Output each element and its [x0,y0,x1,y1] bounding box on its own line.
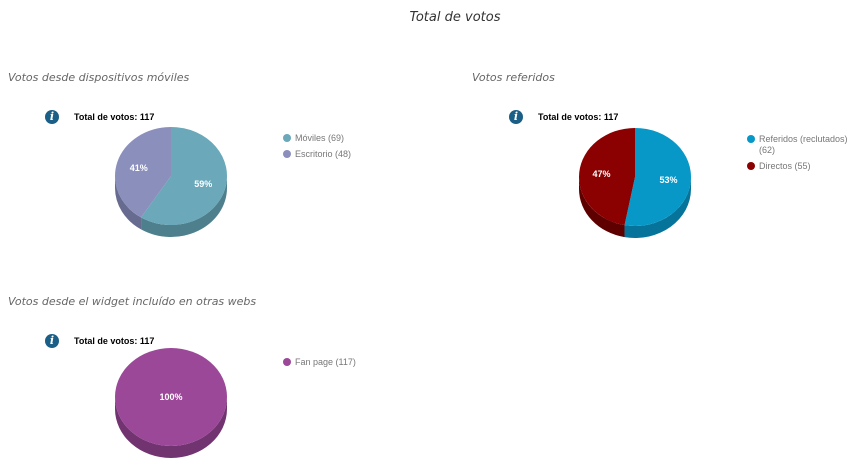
pie-slice-label: 59% [194,179,212,189]
legend-label: Móviles (69) [295,133,345,143]
pie-slice-label: 41% [130,163,148,173]
chart-referidos-pie: 53% 47% [579,128,691,238]
chart-mobile-pie: 59% 41% [115,127,228,237]
pie-slice[interactable] [141,127,228,225]
pie-slice-side [141,176,227,237]
legend-label: Referidos (reclutados) (62) [759,134,848,155]
chart-widget-total: Total de votos: 117 [74,336,155,346]
chart-mobile-title: Votos desde dispositivos móviles [8,71,190,84]
pie-slice[interactable] [115,348,227,446]
chart-referidos-legend: Referidos (reclutados) (62) Directos (55… [747,134,855,177]
pie-slice[interactable] [624,128,691,226]
legend-item[interactable]: Referidos (reclutados) (62) [747,134,855,156]
legend-label: Directos (55) [759,161,811,171]
info-icon[interactable]: i [45,334,59,348]
legend-marker [283,358,291,366]
legend-marker [283,150,291,158]
info-icon[interactable]: i [509,110,523,124]
pie-slice-side [115,397,227,458]
legend-marker [283,134,291,142]
chart-mobile-legend: Móviles (69) Escritorio (48) [283,133,351,165]
chart-referidos-title: Votos referidos [472,71,555,84]
pie-slice-label: 47% [593,169,611,179]
page-title: Total de votos [409,10,501,25]
pie-slice[interactable] [579,128,635,226]
legend-marker [747,135,755,143]
legend-item[interactable]: Directos (55) [747,161,855,172]
legend-item[interactable]: Móviles (69) [283,133,351,144]
legend-marker [747,162,755,170]
chart-widget-pie: 100% [115,348,227,458]
legend-item[interactable]: Fan page (117) [283,357,356,368]
chart-referidos-total: Total de votos: 117 [538,112,619,122]
chart-widget-title: Votos desde el widget incluído en otras … [8,295,257,308]
legend-label: Escritorio (48) [295,149,352,159]
legend-label: Fan page (117) [295,357,356,367]
pie-slice[interactable] [115,127,171,218]
pie-slice-side [115,176,142,230]
pie-slice-label: 53% [659,175,677,185]
pie-slice-label: 100% [159,392,182,402]
chart-widget-legend: Fan page (117) [283,357,356,373]
chart-mobile-total: Total de votos: 117 [74,112,155,122]
pie-slice-side [624,177,691,238]
info-icon[interactable]: i [45,110,59,124]
pie-slice-side [579,177,625,238]
legend-item[interactable]: Escritorio (48) [283,149,351,160]
